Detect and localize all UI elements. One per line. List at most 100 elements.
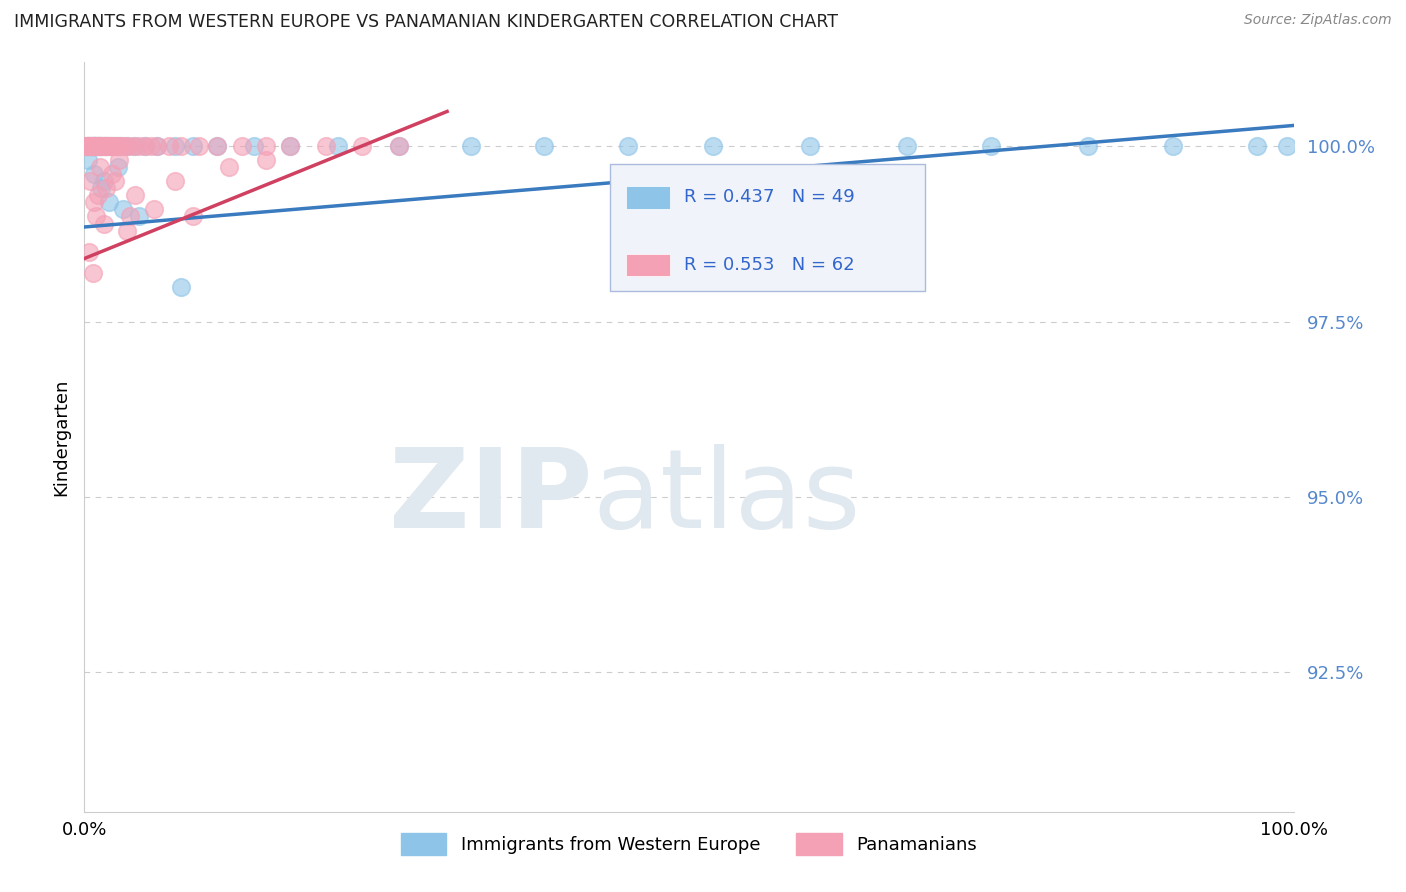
Point bbox=[980, 139, 1002, 153]
FancyBboxPatch shape bbox=[610, 163, 925, 291]
Point bbox=[231, 139, 253, 153]
Point bbox=[101, 168, 124, 182]
Point bbox=[79, 139, 101, 153]
Point bbox=[388, 139, 411, 153]
Point bbox=[128, 210, 150, 224]
Point bbox=[77, 153, 100, 168]
Point bbox=[98, 139, 121, 153]
Point bbox=[80, 139, 103, 153]
Point bbox=[86, 139, 108, 153]
Text: ZIP: ZIP bbox=[389, 443, 592, 550]
Point bbox=[124, 139, 146, 153]
Point bbox=[90, 139, 112, 153]
Point bbox=[617, 139, 640, 153]
Point bbox=[103, 139, 125, 153]
Point bbox=[1246, 139, 1268, 153]
Point bbox=[181, 210, 204, 224]
Point bbox=[128, 139, 150, 153]
Point bbox=[91, 139, 114, 153]
Point bbox=[242, 139, 264, 153]
Point bbox=[93, 217, 115, 231]
Point bbox=[315, 139, 337, 153]
Text: R = 0.437   N = 49: R = 0.437 N = 49 bbox=[685, 188, 855, 206]
Point bbox=[86, 139, 108, 153]
Point bbox=[94, 181, 117, 195]
Point bbox=[352, 139, 374, 153]
Point bbox=[1161, 139, 1184, 153]
Point bbox=[96, 139, 118, 153]
Point bbox=[77, 139, 100, 153]
Point bbox=[146, 139, 169, 153]
Point bbox=[328, 139, 350, 153]
Point bbox=[460, 139, 482, 153]
Point bbox=[100, 139, 122, 153]
Point bbox=[533, 139, 555, 153]
Point bbox=[188, 139, 211, 153]
Point bbox=[388, 139, 411, 153]
Point bbox=[181, 139, 204, 153]
Point bbox=[170, 279, 193, 293]
Point bbox=[79, 139, 101, 153]
Point bbox=[87, 139, 110, 153]
Point bbox=[79, 174, 101, 188]
Text: atlas: atlas bbox=[592, 443, 860, 550]
Point bbox=[77, 244, 100, 259]
Text: IMMIGRANTS FROM WESTERN EUROPE VS PANAMANIAN KINDERGARTEN CORRELATION CHART: IMMIGRANTS FROM WESTERN EUROPE VS PANAMA… bbox=[14, 13, 838, 31]
Point bbox=[104, 174, 127, 188]
Point bbox=[86, 210, 108, 224]
Point bbox=[207, 139, 229, 153]
Point bbox=[134, 139, 156, 153]
Point bbox=[117, 139, 139, 153]
Point bbox=[86, 139, 108, 153]
Legend: Immigrants from Western Europe, Panamanians: Immigrants from Western Europe, Panamani… bbox=[394, 826, 984, 863]
Point bbox=[84, 139, 107, 153]
Point bbox=[83, 168, 105, 182]
Point bbox=[76, 139, 98, 153]
Text: R = 0.553   N = 62: R = 0.553 N = 62 bbox=[685, 256, 855, 274]
Point bbox=[83, 139, 105, 153]
Point bbox=[165, 174, 187, 188]
Point bbox=[83, 139, 105, 153]
Point bbox=[799, 139, 821, 153]
Point bbox=[278, 139, 301, 153]
Point bbox=[254, 139, 277, 153]
Point bbox=[157, 139, 180, 153]
Point bbox=[143, 202, 166, 217]
Point bbox=[896, 139, 918, 153]
Point bbox=[165, 139, 187, 153]
Point bbox=[87, 139, 110, 153]
Point bbox=[1277, 139, 1299, 153]
Point bbox=[76, 139, 98, 153]
Point bbox=[82, 266, 104, 280]
Point bbox=[96, 139, 118, 153]
Point bbox=[103, 139, 125, 153]
Point bbox=[83, 195, 105, 210]
Point bbox=[110, 139, 132, 153]
Point bbox=[112, 202, 135, 217]
Point bbox=[170, 139, 193, 153]
Point bbox=[278, 139, 301, 153]
Point bbox=[97, 195, 120, 210]
Text: Source: ZipAtlas.com: Source: ZipAtlas.com bbox=[1244, 13, 1392, 28]
Point bbox=[207, 139, 229, 153]
Point bbox=[80, 139, 103, 153]
Y-axis label: Kindergarten: Kindergarten bbox=[52, 378, 70, 496]
Point bbox=[77, 139, 100, 153]
Point bbox=[146, 139, 169, 153]
FancyBboxPatch shape bbox=[626, 186, 669, 209]
Point bbox=[94, 139, 117, 153]
Point bbox=[115, 139, 138, 153]
Point bbox=[105, 139, 128, 153]
Point bbox=[93, 174, 115, 188]
Point bbox=[90, 181, 112, 195]
Point bbox=[107, 161, 129, 175]
Point bbox=[104, 139, 127, 153]
Point bbox=[93, 139, 115, 153]
Point bbox=[108, 153, 131, 168]
Point bbox=[218, 161, 240, 175]
Point bbox=[120, 210, 142, 224]
Point bbox=[134, 139, 156, 153]
Point bbox=[75, 139, 97, 153]
Point bbox=[702, 139, 724, 153]
Point bbox=[1077, 139, 1099, 153]
